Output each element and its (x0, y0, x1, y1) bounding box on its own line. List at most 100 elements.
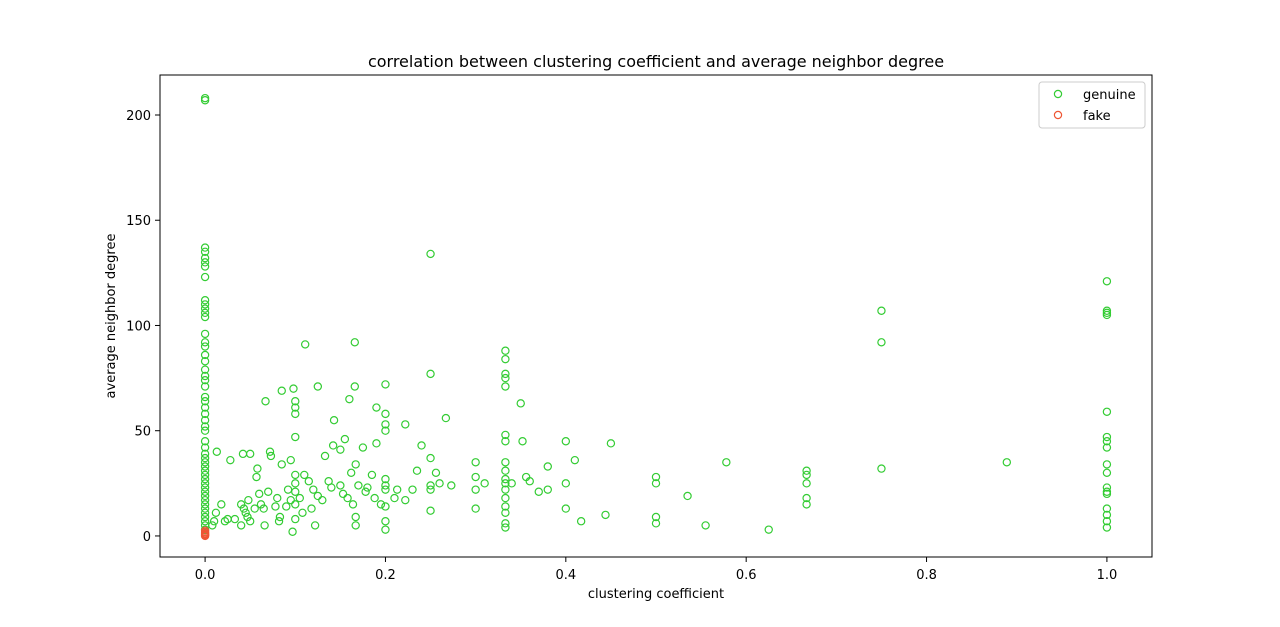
series-genuine (200, 93, 1112, 536)
point-genuine (200, 365, 210, 374)
point-genuine (288, 527, 297, 536)
y-axis-ticks: 0 50 100 150 200 (126, 109, 160, 545)
point-genuine (802, 500, 811, 509)
point-genuine (381, 420, 390, 429)
point-genuine (381, 517, 390, 526)
legend-label-fake: fake (1083, 109, 1111, 124)
point-genuine (208, 521, 217, 530)
point-genuine (252, 472, 261, 482)
point-genuine (722, 458, 731, 467)
point-genuine (417, 441, 426, 450)
point-genuine (291, 470, 300, 480)
point-genuine (447, 481, 456, 490)
point-genuine (313, 382, 323, 391)
x-tick-label: 0.2 (375, 568, 396, 583)
point-genuine (534, 487, 543, 496)
point-genuine (1102, 510, 1112, 520)
point-genuine (802, 479, 811, 488)
point-genuine (570, 455, 580, 465)
point-genuine (277, 460, 286, 469)
point-genuine (200, 253, 210, 263)
point-genuine (200, 409, 210, 419)
point-genuine (431, 468, 441, 478)
y-tick-label: 100 (126, 319, 151, 334)
point-genuine (291, 403, 300, 412)
legend-label-genuine: genuine (1083, 88, 1136, 103)
point-genuine (401, 420, 410, 429)
point-genuine (200, 272, 210, 282)
legend-marker-fake (1053, 110, 1063, 120)
point-genuine (291, 432, 300, 442)
point-genuine (336, 481, 345, 490)
point-genuine (1102, 504, 1112, 513)
point-genuine (200, 392, 210, 402)
point-genuine (471, 458, 480, 467)
point-genuine (200, 262, 210, 271)
point-genuine (200, 487, 210, 496)
point-fake (200, 531, 210, 541)
point-genuine (501, 437, 510, 446)
point-genuine (291, 397, 300, 406)
x-tick-label: 0.8 (916, 568, 937, 583)
point-genuine (412, 466, 422, 475)
point-genuine (370, 493, 379, 503)
point-genuine (543, 485, 552, 494)
point-genuine (291, 500, 300, 509)
point-genuine (289, 384, 298, 393)
point-genuine (1102, 437, 1112, 446)
point-genuine (243, 512, 252, 522)
point-genuine (310, 521, 320, 530)
point-genuine (200, 479, 210, 488)
point-genuine (291, 479, 300, 488)
point-genuine (264, 487, 273, 496)
point-genuine (313, 491, 323, 501)
point-genuine (651, 519, 661, 528)
point-genuine (200, 350, 210, 360)
point-genuine (372, 439, 381, 448)
point-genuine (426, 369, 435, 379)
point-genuine (244, 495, 253, 505)
point-genuine (426, 453, 435, 463)
point-genuine (286, 455, 295, 465)
point-genuine (392, 485, 402, 494)
point-genuine (480, 479, 489, 488)
x-tick-label: 0.4 (555, 568, 576, 583)
point-genuine (1102, 432, 1112, 442)
point-genuine (329, 415, 339, 425)
point-genuine (200, 483, 210, 492)
point-genuine (307, 504, 316, 513)
point-genuine (683, 491, 692, 501)
point-genuine (309, 485, 318, 494)
point-genuine (200, 403, 210, 412)
point-genuine (501, 493, 510, 503)
point-genuine (350, 382, 359, 391)
point-genuine (200, 415, 210, 425)
point-genuine (877, 464, 886, 473)
point-genuine (200, 247, 210, 256)
point-genuine (354, 481, 363, 490)
point-genuine (200, 462, 210, 471)
point-genuine (358, 443, 368, 452)
point-genuine (200, 422, 210, 431)
point-genuine (286, 495, 295, 505)
point-genuine (211, 508, 221, 517)
point-genuine (501, 485, 510, 494)
point-genuine (200, 500, 210, 509)
point-genuine (217, 500, 226, 509)
point-genuine (501, 354, 510, 364)
point-genuine (501, 346, 510, 355)
point-genuine (877, 306, 886, 315)
point-genuine (259, 504, 268, 513)
point-genuine (1002, 458, 1012, 467)
point-genuine (200, 397, 210, 406)
point-genuine (200, 466, 210, 475)
point-genuine (561, 437, 571, 446)
point-genuine (561, 479, 571, 488)
point-genuine (200, 474, 210, 484)
point-genuine (764, 525, 773, 534)
point-genuine (275, 512, 285, 522)
point-genuine (701, 521, 710, 530)
point-genuine (501, 474, 510, 484)
point-genuine (1102, 277, 1112, 286)
point-genuine (471, 472, 480, 482)
